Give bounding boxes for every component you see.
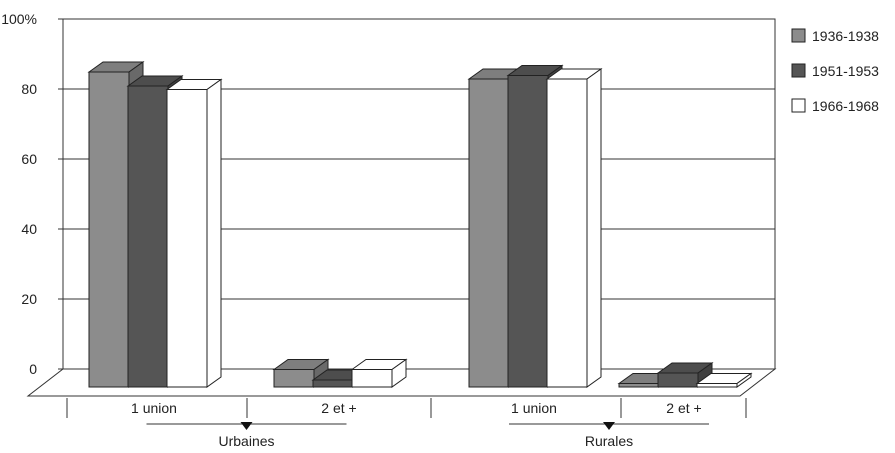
bar-front — [273, 369, 315, 388]
bar-front — [657, 372, 699, 388]
y-tick-label: 20 — [21, 291, 37, 307]
bar-front — [696, 383, 738, 388]
bar-front — [312, 379, 354, 388]
y-tick-label: 0 — [29, 361, 37, 377]
bar-side — [391, 358, 407, 388]
left-wall — [28, 19, 63, 396]
x-tick-label: 1 union — [131, 400, 177, 416]
bar — [350, 358, 408, 388]
bar-side — [206, 78, 222, 388]
group-label: Rurales — [585, 433, 633, 449]
legend-swatch — [791, 98, 806, 113]
bar-front — [507, 75, 549, 388]
bar-front — [88, 71, 130, 388]
x-tick-label: 2 et + — [666, 400, 701, 416]
bar — [272, 358, 330, 388]
legend-swatch — [791, 63, 806, 78]
x-axis: 1 union 2 et + 1 union 2 et + Urbaines Rurale… — [66, 398, 747, 449]
bar-front — [468, 78, 510, 388]
bar-side — [586, 68, 602, 388]
legend-label: 1951-1953 — [812, 63, 879, 79]
group-marker — [603, 422, 615, 430]
bar-front — [546, 78, 588, 388]
bar — [656, 362, 714, 388]
y-tick-label: 60 — [21, 151, 37, 167]
y-tick-label: 80 — [21, 81, 37, 97]
bar — [695, 372, 753, 388]
y-tick-label: 100% — [1, 11, 37, 27]
legend-swatch — [791, 28, 806, 43]
group-label: Urbaines — [218, 433, 274, 449]
bar-front — [351, 369, 393, 388]
bar-front — [127, 85, 169, 388]
x-tick-label: 1 union — [511, 400, 557, 416]
legend-label: 1936-1938 — [812, 28, 879, 44]
y-tick-label: 40 — [21, 221, 37, 237]
bars — [87, 61, 753, 388]
y-axis: 0 20 40 60 80 100% — [1, 11, 64, 377]
bar-side — [736, 372, 752, 388]
bar-front — [166, 89, 208, 388]
legend: 1936-1938 1951-1953 1966-1968 — [791, 28, 879, 114]
bar — [165, 78, 223, 388]
group-marker — [240, 422, 253, 430]
bar-front — [618, 383, 660, 388]
bar — [545, 68, 603, 388]
x-tick-label: 2 et + — [321, 400, 356, 416]
legend-label: 1966-1968 — [812, 98, 879, 114]
